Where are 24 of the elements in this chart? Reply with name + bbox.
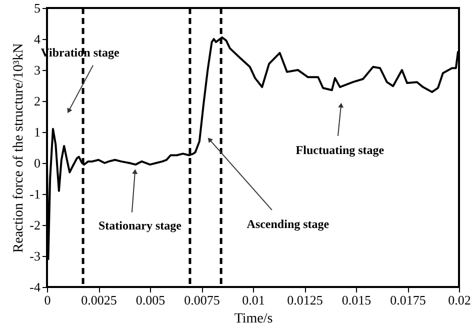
y-tick-label: 0	[34, 156, 40, 170]
y-tick-label: 1	[34, 124, 40, 140]
y-tick-label: -4	[30, 280, 41, 294]
annotation: Stationary stage	[98, 218, 182, 232]
y-tick-label: -3	[30, 248, 40, 264]
y-tick-label: 5	[34, 0, 40, 16]
y-tick-label: -1	[30, 186, 40, 202]
x-tick-label: 0.0175	[390, 292, 426, 308]
y-axis-title: Reaction force of the structure/10³kN	[12, 43, 27, 253]
x-tick-label: 0.01	[242, 292, 265, 308]
x-tick-label: 0.015	[342, 292, 372, 308]
annotation: Ascending stage	[246, 217, 330, 232]
y-tick-label: -2	[30, 218, 40, 232]
x-tick-label: 0.0125	[287, 292, 323, 308]
x-axis-title: Time/s	[234, 312, 273, 326]
annotation: Fluctuating stage	[296, 142, 385, 157]
y-tick-label: 2	[34, 94, 40, 108]
x-tick-label: 0.02	[448, 292, 471, 308]
x-tick-label: 0.0025	[81, 292, 117, 308]
y-tick-label: 4	[34, 32, 41, 46]
x-tick-label: 0	[44, 292, 51, 308]
y-tick-label: 3	[34, 62, 40, 78]
x-tick-label: 0.005	[136, 292, 166, 308]
x-tick-label: 0.0075	[184, 292, 220, 308]
